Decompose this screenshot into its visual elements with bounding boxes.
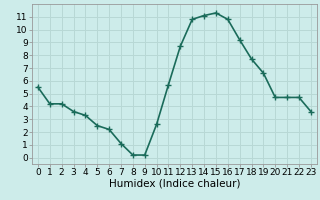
- X-axis label: Humidex (Indice chaleur): Humidex (Indice chaleur): [109, 179, 240, 189]
